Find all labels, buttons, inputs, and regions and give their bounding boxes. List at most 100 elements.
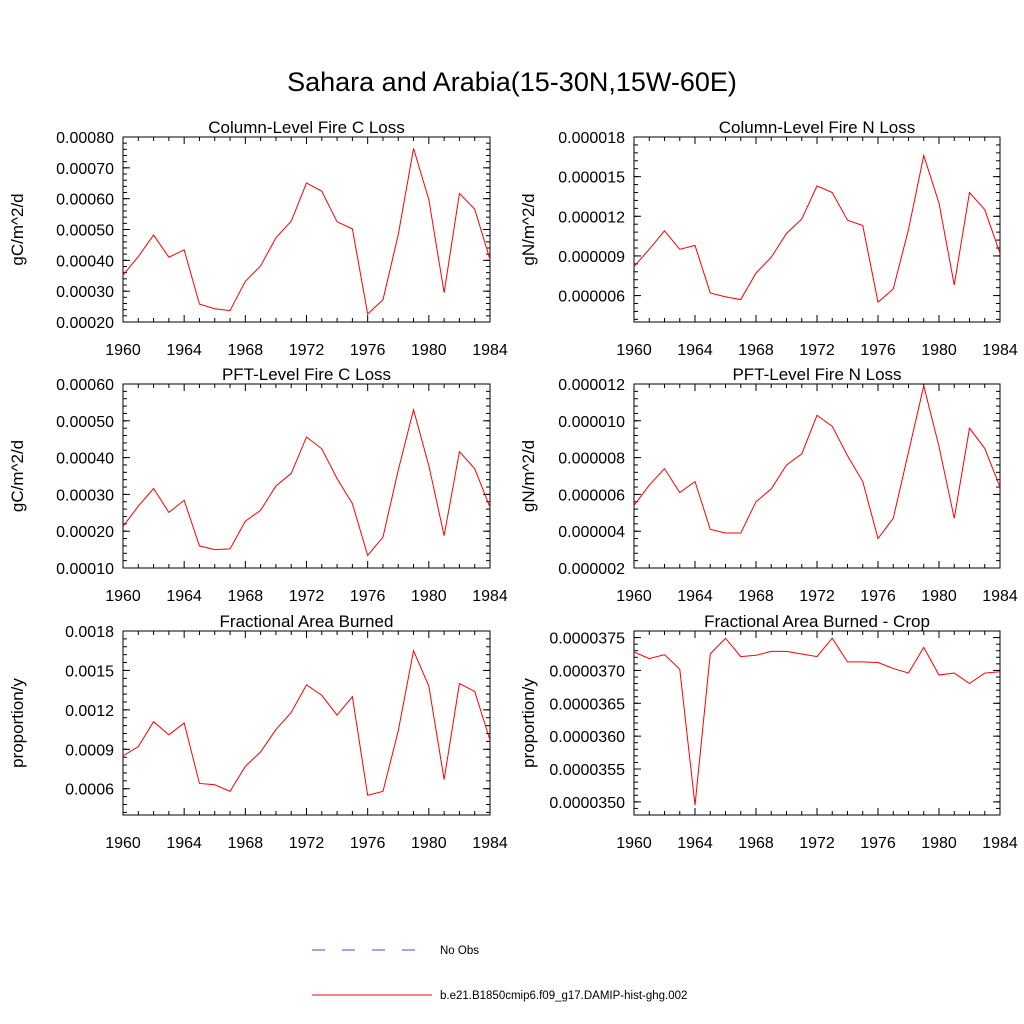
plot-frame [633,136,1001,323]
x-tick-label: 1976 [860,588,896,605]
x-tick-label: 1972 [799,588,835,605]
series-line [633,385,1001,540]
chart-panel: Column-Level Fire N Loss gN/m^2/d 1960 1964… [519,118,1018,359]
chart-panel: Column-Level Fire C Loss gC/m^2/d 1960 1964… [8,118,508,359]
y-tick-label: 0.00050 [56,414,114,431]
y-tick-label: 0.0006 [65,782,114,799]
x-tick-label: 1976 [350,342,386,359]
y-tick-label: 0.0000360 [549,729,625,746]
series-line [633,637,1001,806]
x-tick-label: 1976 [350,588,386,605]
y-axis-label: gN/m^2/d [519,440,538,512]
y-axis-label: gC/m^2/d [8,440,27,512]
plot-frame [122,136,491,323]
x-tick-label: 1960 [616,588,652,605]
plot-frame [633,630,1001,816]
x-tick-label: 1972 [799,342,835,359]
y-tick-label: 0.0000365 [549,696,625,713]
x-tick-label: 1972 [799,835,835,852]
x-tick-label: 1968 [738,835,774,852]
y-tick-label: 0.0018 [65,624,114,641]
y-tick-label: 0.000015 [558,170,625,187]
x-tick-label: 1964 [677,588,713,605]
y-tick-label: 0.0012 [65,703,114,720]
legend: No Obs b.e21.B1850cmip6.f09_g17.DAMIP-hi… [312,945,687,1002]
y-tick-label: 0.000006 [558,289,625,306]
x-tick-label: 1960 [105,342,141,359]
y-tick-label: 0.00050 [56,223,114,240]
y-tick-label: 0.000008 [558,451,625,468]
y-tick-label: 0.00030 [56,284,114,301]
panel-grid: Column-Level Fire C Loss gC/m^2/d 1960 1964… [8,118,1018,852]
y-tick-label: 0.000010 [558,414,625,431]
y-tick-label: 0.000006 [558,487,625,504]
y-tick-label: 0.000004 [558,524,625,541]
legend-model-label: b.e21.B1850cmip6.f09_g17.DAMIP-hist-ghg.… [440,990,687,1002]
x-tick-label: 1980 [921,835,957,852]
x-tick-label: 1980 [921,588,957,605]
y-tick-label: 0.000012 [558,209,625,226]
x-tick-label: 1976 [860,835,896,852]
x-tick-label: 1984 [982,588,1018,605]
panel-title: Fractional Area Burned - Crop [704,612,930,631]
x-tick-label: 1964 [677,342,713,359]
panel-title: Column-Level Fire N Loss [719,118,916,137]
x-tick-label: 1972 [289,835,325,852]
panel-title: PFT-Level Fire N Loss [732,365,901,384]
x-tick-label: 1960 [105,835,141,852]
series-line [122,148,491,315]
x-tick-label: 1980 [411,835,447,852]
y-tick-label: 0.00010 [56,561,114,578]
y-tick-label: 0.0000375 [549,631,625,648]
y-tick-label: 0.0015 [65,663,114,680]
x-tick-label: 1976 [350,835,386,852]
x-tick-label: 1964 [677,835,713,852]
x-tick-label: 1984 [982,835,1018,852]
x-tick-label: 1984 [472,588,508,605]
x-tick-label: 1980 [921,342,957,359]
x-tick-label: 1968 [228,342,264,359]
y-tick-label: 0.00060 [56,192,114,209]
y-axis-label: proportion/y [519,678,538,768]
y-tick-label: 0.00020 [56,524,114,541]
x-tick-label: 1972 [289,588,325,605]
x-tick-label: 1964 [166,342,202,359]
chart-panel: PFT-Level Fire C Loss gC/m^2/d 1960 1964 196… [8,365,508,605]
y-tick-label: 0.0000370 [549,663,625,680]
panel-title: PFT-Level Fire C Loss [222,365,391,384]
x-tick-label: 1968 [738,588,774,605]
x-tick-label: 1984 [472,342,508,359]
y-tick-label: 0.000009 [558,249,625,266]
panel-title: Fractional Area Burned [220,612,394,631]
x-tick-label: 1960 [616,342,652,359]
y-tick-label: 0.00060 [56,377,114,394]
x-tick-label: 1968 [228,835,264,852]
y-tick-label: 0.0000355 [549,762,625,779]
x-tick-label: 1960 [105,588,141,605]
y-tick-label: 0.000002 [558,561,625,578]
y-axis-label: proportion/y [8,678,27,768]
x-tick-label: 1972 [289,342,325,359]
x-tick-label: 1976 [860,342,896,359]
y-tick-label: 0.00020 [56,315,114,332]
figure-title: Sahara and Arabia(15-30N,15W-60E) [287,67,737,97]
legend-obs-label: No Obs [440,945,479,957]
y-tick-label: 0.0000350 [549,795,625,812]
series-line [633,153,1001,304]
x-tick-label: 1980 [411,588,447,605]
x-tick-label: 1968 [228,588,264,605]
y-tick-label: 0.00040 [56,253,114,270]
y-tick-label: 0.00080 [56,130,114,147]
panel-title: Column-Level Fire C Loss [208,118,405,137]
series-line [122,649,491,796]
x-tick-label: 1964 [166,835,202,852]
x-tick-label: 1984 [982,342,1018,359]
y-axis-label: gN/m^2/d [519,193,538,265]
chart-panel: PFT-Level Fire N Loss gN/m^2/d 1960 1964 196… [519,365,1018,605]
y-tick-label: 0.00030 [56,487,114,504]
chart-panel: Fractional Area Burned - Crop proportion/… [519,612,1018,852]
y-axis-label: gC/m^2/d [8,193,27,265]
x-tick-label: 1960 [616,835,652,852]
plot-frame [122,383,491,569]
